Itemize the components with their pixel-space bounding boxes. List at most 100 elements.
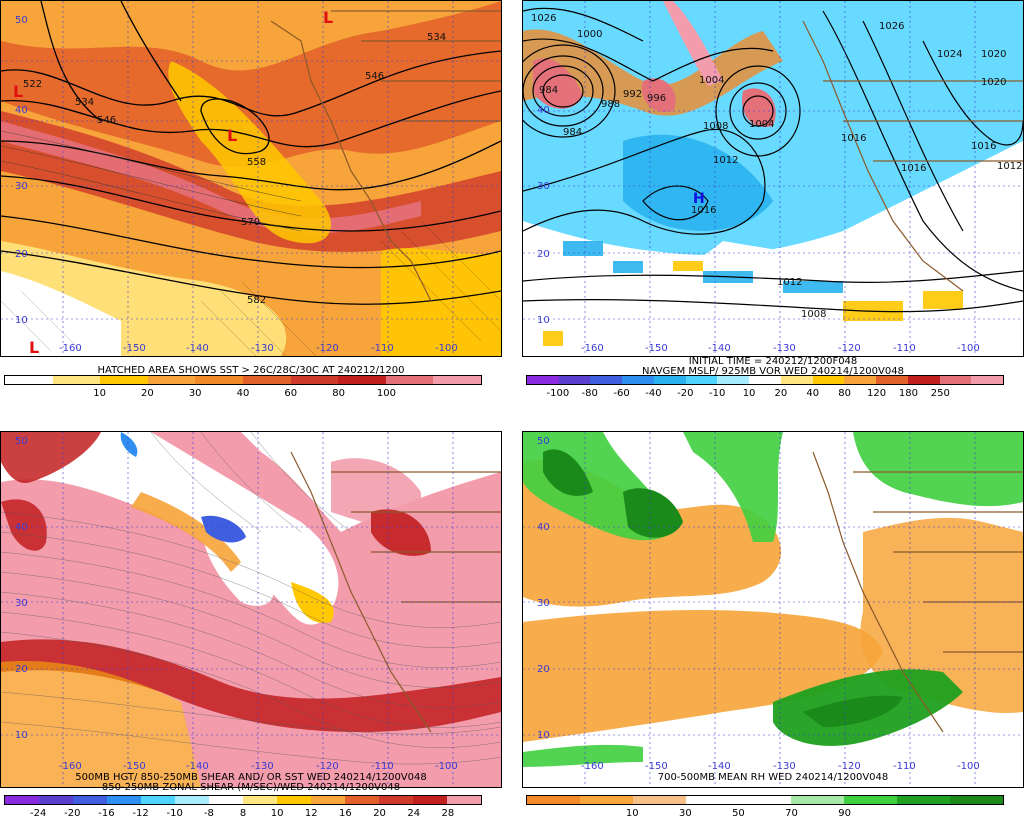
colorbar-tick-label: 24: [407, 808, 421, 819]
lon-label: -110: [371, 761, 394, 772]
low-marker: L: [227, 126, 237, 145]
colorbar-segment: [527, 376, 559, 384]
contour-label: 984: [539, 85, 558, 96]
lon-label: -110: [893, 761, 916, 772]
colorbar-tick-label: -20: [677, 388, 694, 399]
colorbar-tick-label: -8: [203, 808, 214, 819]
low-marker: L: [323, 8, 333, 27]
colorbar-segment: [527, 796, 580, 804]
lon-label: -130: [773, 761, 796, 772]
lat-label: 30: [15, 181, 28, 192]
colorbar-tick-label: 20: [373, 808, 386, 819]
panel-mslp-vorticity: 40 30 20 10 -160 -150 -140 -130 -120 -11…: [522, 0, 1024, 402]
colorbar: [4, 375, 482, 385]
panel-mean-rh: 50 40 30 20 10 -160 -150 -140 -130 -120 …: [522, 431, 1024, 833]
contour-label: 992: [623, 89, 642, 100]
colorbar-segment: [939, 376, 972, 384]
lat-label: 10: [15, 730, 28, 741]
map-mslp-vorticity: 40 30 20 10 -160 -150 -140 -130 -120 -11…: [522, 0, 1024, 357]
colorbar-segment: [413, 796, 447, 804]
colorbar-segment: [558, 376, 591, 384]
lon-label: -140: [186, 343, 209, 354]
colorbar-segment: [433, 376, 481, 384]
lon-label: -130: [251, 343, 274, 354]
lon-label: -110: [893, 343, 916, 354]
lat-label: 50: [15, 15, 28, 26]
colorbar-tick-label: 90: [838, 808, 852, 819]
contour-label: 1012: [777, 277, 802, 288]
contour-labels: 1000 1004 988 984 996 1008 1012 1016 100…: [531, 13, 1022, 320]
colorbar-tick-label: 100: [376, 388, 396, 399]
lon-label: -100: [435, 343, 458, 354]
lon-label: -160: [59, 343, 82, 354]
colorbar: [526, 375, 1004, 385]
colorbar-segment: [385, 376, 434, 384]
colorbar-tick-label: 80: [838, 388, 852, 399]
lon-label: -100: [435, 761, 458, 772]
colorbar-tick-label: 10: [742, 388, 756, 399]
colorbar-segment: [780, 376, 813, 384]
lat-label: 30: [537, 598, 550, 609]
contour-label: 988: [601, 99, 620, 110]
colorbar-segment: [147, 376, 196, 384]
colorbar-tick-label: 250: [930, 388, 950, 399]
colorbar-tick-label: 28: [441, 808, 455, 819]
lon-label: -150: [645, 343, 668, 354]
colorbar-segment: [653, 376, 686, 384]
colorbar-segment: [243, 796, 277, 804]
colorbar-tick-label: 40: [806, 388, 820, 399]
contour-label: 534: [427, 32, 446, 43]
colorbar-segment: [971, 376, 1004, 384]
colorbar-segment: [791, 796, 845, 804]
colorbar-tick-label: -100: [546, 388, 570, 399]
panel-500mb-height: 50 40 30 20 10 -160 -150 -140 -130 -120 …: [0, 0, 502, 402]
panel-caption: 850-250MB ZONAL SHEAR (M/SEC)/WED 240214…: [101, 782, 401, 793]
colorbar-segment: [277, 796, 311, 804]
contour-label: 570: [241, 217, 260, 228]
colorbar-segment: [897, 796, 951, 804]
colorbar-segment: [590, 376, 623, 384]
lat-label: 40: [537, 105, 550, 116]
colorbar-segment: [749, 376, 781, 384]
colorbar-segment: [622, 376, 654, 384]
lon-label: -140: [186, 761, 209, 772]
lon-label: -160: [581, 343, 604, 354]
colorbar-tick-label: 180: [898, 388, 918, 399]
panel-caption: NAVGEM MSLP/ 925MB VOR WED 240214/1200V0…: [642, 366, 904, 377]
colorbar-segment: [632, 796, 686, 804]
colorbar-segment: [950, 796, 1004, 804]
contour-label: 984: [563, 127, 582, 138]
colorbar-segment: [907, 376, 940, 384]
colorbar-segment: [107, 796, 141, 804]
contour-label: 1008: [703, 121, 728, 132]
panel-caption: 700-500MB MEAN RH WED 240214/1200V048: [657, 772, 889, 783]
colorbar: [4, 795, 482, 805]
colorbar-tick-label: -16: [98, 808, 115, 819]
colorbar-tick-label: 30: [188, 388, 202, 399]
colorbar-tick-label: 70: [785, 808, 798, 819]
lon-label: -160: [581, 761, 604, 772]
colorbar-tick-label: 120: [866, 388, 887, 399]
colorbar-tick-label: -10: [709, 388, 726, 399]
lat-label: 20: [537, 249, 550, 260]
lon-label: -110: [371, 343, 394, 354]
lat-label: 50: [537, 436, 550, 447]
contour-label: 1008: [801, 309, 826, 320]
colorbar-segment: [311, 796, 345, 804]
lat-label: 10: [537, 315, 550, 326]
colorbar-segment: [195, 376, 243, 384]
colorbar-tick-label: -24: [29, 808, 47, 819]
colorbar-segment: [685, 796, 739, 804]
colorbar-tick-label: 12: [304, 808, 318, 819]
lon-label: -130: [773, 343, 796, 354]
colorbar-segment: [5, 376, 53, 384]
colorbar-tick-label: 10: [625, 808, 639, 819]
colorbar-segment: [338, 376, 386, 384]
contour-labels: 522 534 546 546 534 558 570 582: [23, 32, 446, 306]
lon-label: -100: [957, 761, 980, 772]
colorbar-tick-label: 50: [732, 808, 745, 819]
contour-label: 1026: [879, 21, 904, 32]
low-pressure-markers: L L L L: [13, 8, 333, 356]
panel-caption: HATCHED AREA SHOWS SST > 26C/28C/30C AT …: [97, 365, 405, 376]
colorbar-segment: [209, 796, 243, 804]
